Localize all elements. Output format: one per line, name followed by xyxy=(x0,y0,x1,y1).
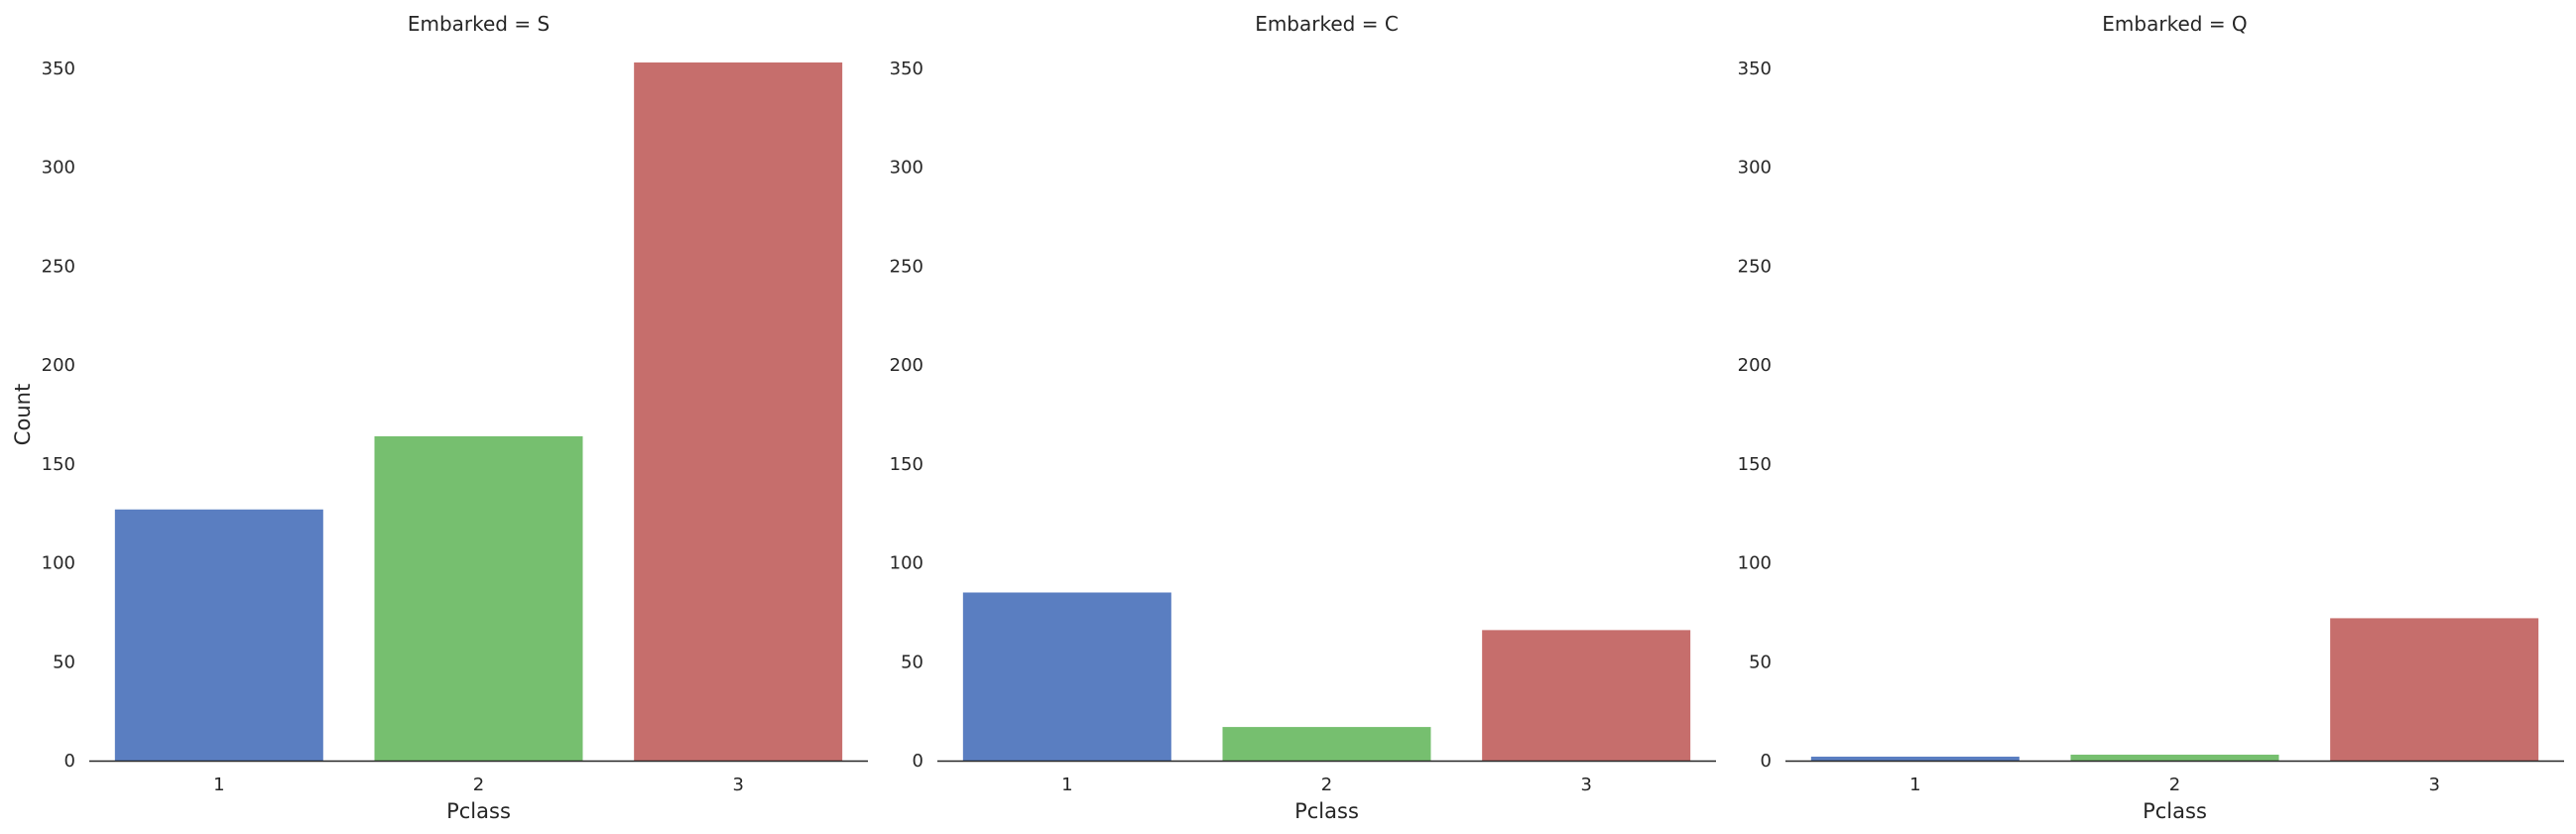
y-tick-label: 350 xyxy=(42,59,75,79)
panel-title: Embarked = S xyxy=(408,12,550,36)
y-tick-label: 200 xyxy=(42,355,75,376)
bar xyxy=(2330,618,2539,761)
y-tick-label: 0 xyxy=(64,751,75,772)
y-tick-label: 100 xyxy=(42,553,75,574)
x-tick-label: 3 xyxy=(2428,774,2439,795)
bar xyxy=(374,435,583,761)
x-tick-label: 2 xyxy=(1321,774,1332,795)
y-tick-label: 200 xyxy=(890,355,923,376)
x-axis-label: Pclass xyxy=(446,799,511,823)
x-tick-label: 1 xyxy=(213,774,224,795)
bar xyxy=(962,592,1171,761)
x-axis-label: Pclass xyxy=(1294,799,1359,823)
x-tick-label: 2 xyxy=(473,774,484,795)
bar xyxy=(2070,755,2279,761)
x-tick-label: 1 xyxy=(1909,774,1920,795)
y-tick-label: 350 xyxy=(1738,59,1772,79)
y-tick-label: 300 xyxy=(42,158,75,179)
panel-title: Embarked = Q xyxy=(2102,12,2247,36)
y-tick-label: 0 xyxy=(1761,751,1772,772)
y-tick-label: 250 xyxy=(42,256,75,277)
bar xyxy=(1810,757,2020,761)
y-tick-label: 150 xyxy=(1738,454,1772,475)
x-tick-label: 3 xyxy=(732,774,743,795)
y-axis-label: Count xyxy=(11,384,35,445)
y-tick-label: 200 xyxy=(1738,355,1772,376)
y-tick-label: 150 xyxy=(42,454,75,475)
y-tick-label: 50 xyxy=(1749,652,1772,672)
y-tick-label: 300 xyxy=(1738,158,1772,179)
x-tick-label: 1 xyxy=(1061,774,1072,795)
y-tick-label: 300 xyxy=(890,158,923,179)
y-tick-label: 0 xyxy=(913,751,923,772)
x-axis-label: Pclass xyxy=(2143,799,2207,823)
y-tick-label: 50 xyxy=(53,652,75,672)
panel-title: Embarked = C xyxy=(1255,12,1399,36)
x-tick-label: 3 xyxy=(1580,774,1591,795)
bar xyxy=(1482,630,1691,761)
y-tick-label: 350 xyxy=(890,59,923,79)
y-tick-label: 100 xyxy=(890,553,923,574)
y-tick-label: 100 xyxy=(1738,553,1772,574)
bar xyxy=(1222,727,1431,761)
y-tick-label: 50 xyxy=(901,652,923,672)
bar xyxy=(114,509,323,761)
bar xyxy=(634,62,843,761)
y-tick-label: 150 xyxy=(890,454,923,475)
x-tick-label: 2 xyxy=(2169,774,2180,795)
y-tick-label: 250 xyxy=(890,256,923,277)
y-tick-label: 250 xyxy=(1738,256,1772,277)
